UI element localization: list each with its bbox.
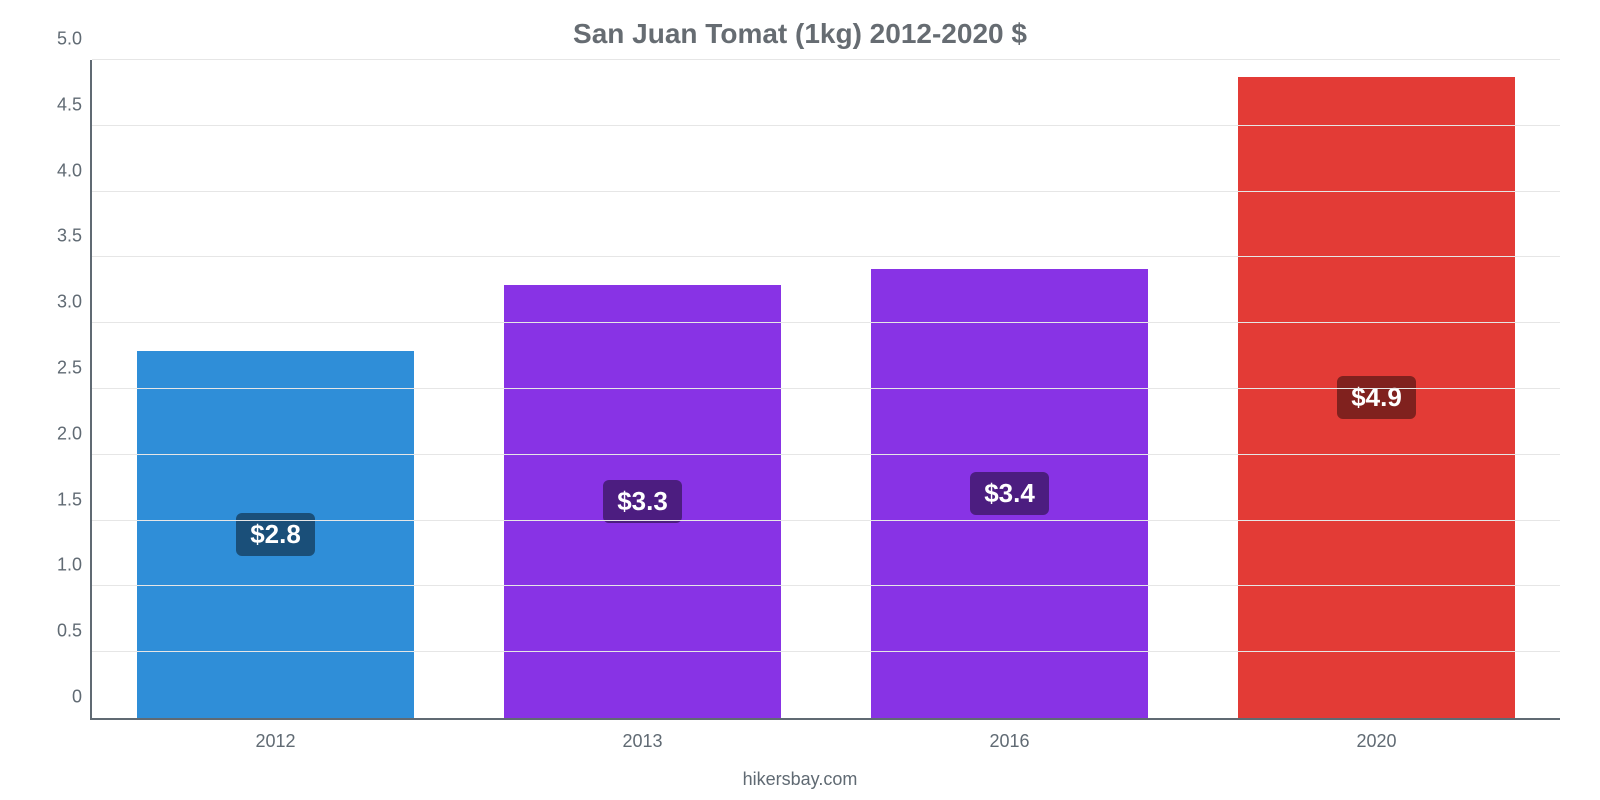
- y-tick-label: 0: [32, 687, 82, 708]
- y-tick-label: 4.5: [32, 94, 82, 115]
- grid-line: [92, 322, 1560, 323]
- grid-line: [92, 125, 1560, 126]
- bar-slot: $4.92020: [1193, 60, 1560, 718]
- plot-area: $2.82012$3.32013$3.42016$4.92020 00.51.0…: [90, 60, 1560, 720]
- grid-line: [92, 59, 1560, 60]
- bar-value-label: $4.9: [1337, 376, 1416, 419]
- bar: $2.8: [136, 350, 415, 718]
- bar-chart: San Juan Tomat (1kg) 2012-2020 $ $2.8201…: [0, 0, 1600, 800]
- bar-value-label: $3.4: [970, 472, 1049, 515]
- grid-line: [92, 388, 1560, 389]
- x-tick-label: 2020: [1193, 731, 1560, 752]
- bar: $3.3: [503, 284, 782, 718]
- bar-slot: $2.82012: [92, 60, 459, 718]
- x-tick-label: 2013: [459, 731, 826, 752]
- y-tick-label: 2.5: [32, 358, 82, 379]
- y-tick-label: 4.0: [32, 160, 82, 181]
- grid-line: [92, 454, 1560, 455]
- grid-line: [92, 520, 1560, 521]
- y-tick-label: 2.0: [32, 423, 82, 444]
- x-tick-label: 2016: [826, 731, 1193, 752]
- y-tick-label: 0.5: [32, 621, 82, 642]
- y-tick-label: 3.0: [32, 292, 82, 313]
- y-tick-label: 1.0: [32, 555, 82, 576]
- chart-caption: hikersbay.com: [0, 769, 1600, 790]
- x-tick-label: 2012: [92, 731, 459, 752]
- bar-slot: $3.32013: [459, 60, 826, 718]
- bars-container: $2.82012$3.32013$3.42016$4.92020: [92, 60, 1560, 718]
- bar-slot: $3.42016: [826, 60, 1193, 718]
- grid-line: [92, 585, 1560, 586]
- grid-line: [92, 191, 1560, 192]
- grid-line: [92, 256, 1560, 257]
- chart-title: San Juan Tomat (1kg) 2012-2020 $: [0, 18, 1600, 50]
- bar-value-label: $3.3: [603, 480, 682, 523]
- y-tick-label: 5.0: [32, 29, 82, 50]
- bar: $4.9: [1237, 76, 1516, 718]
- grid-line: [92, 651, 1560, 652]
- y-tick-label: 1.5: [32, 489, 82, 510]
- y-tick-label: 3.5: [32, 226, 82, 247]
